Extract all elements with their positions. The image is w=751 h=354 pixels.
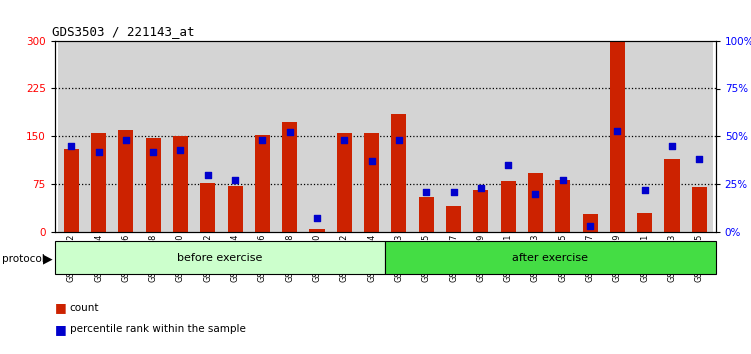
Text: after exercise: after exercise: [512, 252, 589, 263]
Bar: [549, 41, 577, 232]
Bar: [501, 181, 516, 232]
Bar: [577, 41, 604, 232]
Point: [611, 128, 623, 133]
Text: protocol: protocol: [2, 254, 44, 264]
Text: count: count: [70, 303, 99, 313]
Bar: [412, 41, 440, 232]
Point: [366, 158, 378, 164]
Bar: [446, 206, 461, 232]
Bar: [255, 135, 270, 232]
Bar: [112, 41, 140, 232]
Point: [638, 187, 650, 193]
Bar: [467, 41, 494, 232]
Text: ■: ■: [55, 323, 67, 336]
Bar: [637, 213, 652, 232]
Point: [584, 223, 596, 229]
Bar: [336, 133, 351, 232]
Bar: [631, 41, 659, 232]
Text: percentile rank within the sample: percentile rank within the sample: [70, 324, 246, 334]
Bar: [692, 187, 707, 232]
Point: [256, 137, 268, 143]
Point: [92, 149, 104, 154]
Bar: [330, 41, 358, 232]
Bar: [440, 41, 467, 232]
Point: [693, 156, 705, 162]
Point: [120, 137, 132, 143]
Bar: [391, 114, 406, 232]
Bar: [249, 41, 276, 232]
Text: ■: ■: [55, 302, 67, 314]
Bar: [276, 41, 303, 232]
Bar: [364, 133, 379, 232]
Bar: [686, 41, 713, 232]
Bar: [282, 122, 297, 232]
Bar: [303, 41, 330, 232]
Bar: [228, 186, 243, 232]
Point: [556, 177, 569, 183]
Text: before exercise: before exercise: [177, 252, 263, 263]
Bar: [222, 41, 249, 232]
Bar: [665, 159, 680, 232]
Point: [393, 137, 405, 143]
Bar: [419, 197, 434, 232]
Point: [338, 137, 350, 143]
Bar: [55, 241, 385, 274]
Text: GDS3503 / 221143_at: GDS3503 / 221143_at: [52, 25, 194, 38]
Bar: [201, 183, 216, 232]
Bar: [85, 41, 112, 232]
Text: ▶: ▶: [43, 253, 53, 266]
Point: [284, 130, 296, 135]
Bar: [522, 41, 549, 232]
Bar: [91, 133, 106, 232]
Bar: [167, 41, 194, 232]
Bar: [173, 136, 188, 232]
Point: [421, 189, 433, 195]
Bar: [58, 41, 85, 232]
Point: [475, 185, 487, 191]
Bar: [64, 149, 79, 232]
Bar: [528, 173, 543, 232]
Bar: [309, 229, 324, 232]
Bar: [604, 41, 631, 232]
Bar: [610, 41, 625, 232]
Point: [174, 147, 186, 153]
Bar: [358, 41, 385, 232]
Bar: [583, 214, 598, 232]
Bar: [194, 41, 222, 232]
Point: [666, 143, 678, 149]
Bar: [659, 41, 686, 232]
Bar: [473, 190, 488, 232]
Bar: [555, 179, 570, 232]
Bar: [119, 130, 134, 232]
Bar: [146, 138, 161, 232]
Bar: [494, 41, 522, 232]
Point: [502, 162, 514, 168]
Point: [229, 177, 241, 183]
Point: [311, 216, 323, 221]
Bar: [385, 41, 412, 232]
Point: [202, 172, 214, 177]
Bar: [385, 241, 716, 274]
Point: [147, 149, 159, 154]
Point: [448, 189, 460, 195]
Bar: [140, 41, 167, 232]
Point: [529, 191, 541, 196]
Point: [65, 143, 77, 149]
